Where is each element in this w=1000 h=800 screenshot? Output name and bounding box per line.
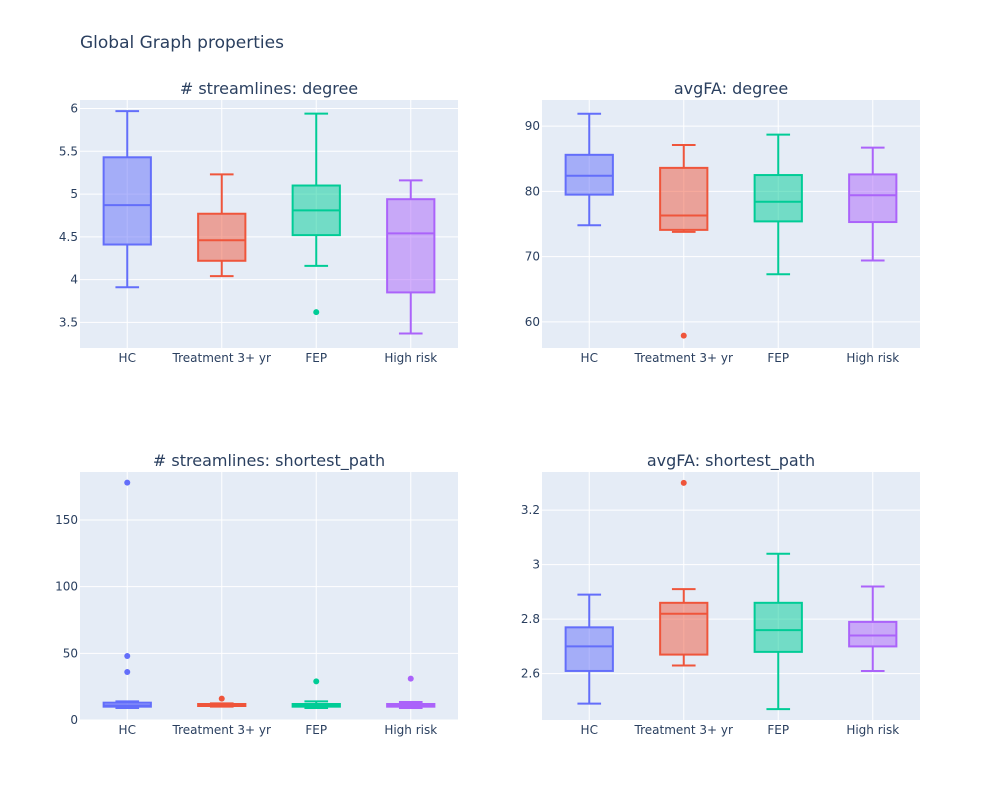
- x-tick-label: FEP: [767, 351, 789, 365]
- box-hc: [102, 110, 152, 289]
- box-high-risk: [386, 675, 436, 709]
- y-tick-label: 5: [70, 187, 78, 201]
- iqr-box: [848, 173, 898, 224]
- subplot-4: 2.6 2.8 3 3.2 HC Treatment 3+ yr FEP High risk a…: [521, 451, 920, 737]
- box-hc: [564, 112, 614, 227]
- box-fep: [291, 112, 341, 316]
- outlier-point: [407, 675, 414, 682]
- outlier-point: [313, 309, 320, 316]
- box-hc: [564, 593, 614, 705]
- x-tick-label: HC: [581, 723, 598, 737]
- box-high-risk: [386, 179, 436, 335]
- y-tick-label: 100: [55, 580, 78, 594]
- subplot-title: # streamlines: shortest_path: [153, 451, 385, 471]
- outlier-point: [124, 669, 131, 675]
- x-tick-label: HC: [119, 351, 136, 365]
- x-tick-label: High risk: [384, 351, 437, 365]
- y-tick-label: 60: [525, 315, 540, 329]
- subplot-title: avgFA: degree: [674, 79, 788, 98]
- x-tick-label: Treatment 3+ yr: [634, 351, 733, 365]
- x-tick-label: High risk: [846, 723, 899, 737]
- x-tick-label: HC: [119, 723, 136, 737]
- outlier-point: [124, 479, 131, 486]
- x-tick-label: Treatment 3+ yr: [172, 351, 271, 365]
- outlier-point: [680, 479, 687, 486]
- y-tick-label: 4: [70, 273, 78, 287]
- iqr-box: [753, 174, 803, 223]
- box-treatment-3-yr: [659, 479, 709, 667]
- y-tick-label: 150: [55, 513, 78, 527]
- x-tick-label: FEP: [305, 723, 327, 737]
- x-tick-label: High risk: [384, 723, 437, 737]
- box-treatment-3-yr: [197, 695, 247, 708]
- x-tick-label: HC: [581, 351, 598, 365]
- subplot-1: 3.5 4 4.5 5 5.5 6 HC Treatment 3+ yr FEP High ris…: [59, 79, 458, 365]
- subplot-title: # streamlines: degree: [180, 79, 358, 98]
- outlier-point: [680, 332, 687, 339]
- y-tick-label: 3: [532, 558, 540, 572]
- y-tick-label: 2.6: [521, 667, 540, 681]
- iqr-box: [386, 198, 436, 294]
- iqr-box: [659, 166, 709, 231]
- outlier-point: [313, 678, 320, 685]
- y-tick-label: 5.5: [59, 144, 78, 158]
- box-fep: [753, 133, 803, 276]
- y-tick-label: 6: [70, 102, 78, 116]
- y-tick-label: 2.8: [521, 612, 540, 626]
- plot-area: [542, 472, 920, 720]
- iqr-box: [197, 212, 247, 262]
- y-tick-label: 80: [525, 184, 540, 198]
- y-tick-label: 3.2: [521, 503, 540, 517]
- iqr-box: [848, 620, 898, 648]
- iqr-box: [753, 601, 803, 653]
- box-fep: [753, 552, 803, 711]
- box-fep: [291, 678, 341, 709]
- x-tick-label: High risk: [846, 351, 899, 365]
- plot-area: [80, 472, 458, 720]
- y-tick-label: 50: [63, 646, 78, 660]
- subplot-3: 0 50 100 150 HC Treatment 3+ yr FEP High risk # …: [55, 451, 458, 737]
- y-tick-label: 4.5: [59, 230, 78, 244]
- plot-area: [542, 100, 920, 348]
- y-tick-label: 70: [525, 250, 540, 264]
- box-hc: [102, 479, 152, 709]
- box-high-risk: [848, 585, 898, 672]
- y-tick-label: 3.5: [59, 315, 78, 329]
- y-tick-label: 0: [70, 713, 78, 727]
- iqr-box: [102, 156, 152, 246]
- outlier-point: [124, 653, 131, 659]
- iqr-box: [564, 626, 614, 672]
- x-tick-label: FEP: [305, 351, 327, 365]
- x-tick-label: Treatment 3+ yr: [634, 723, 733, 737]
- subplot-2: 60 70 80 90 HC Treatment 3+ yr FEP High risk avg…: [525, 79, 920, 365]
- iqr-box: [659, 601, 709, 656]
- subplot-title: avgFA: shortest_path: [647, 451, 815, 471]
- outlier-point: [218, 695, 225, 702]
- box-treatment-3-yr: [659, 144, 709, 339]
- box-treatment-3-yr: [197, 173, 247, 278]
- y-tick-label: 90: [525, 119, 540, 133]
- x-tick-label: Treatment 3+ yr: [172, 723, 271, 737]
- box-high-risk: [848, 146, 898, 262]
- page-title: Global Graph properties: [80, 33, 284, 53]
- x-tick-label: FEP: [767, 723, 789, 737]
